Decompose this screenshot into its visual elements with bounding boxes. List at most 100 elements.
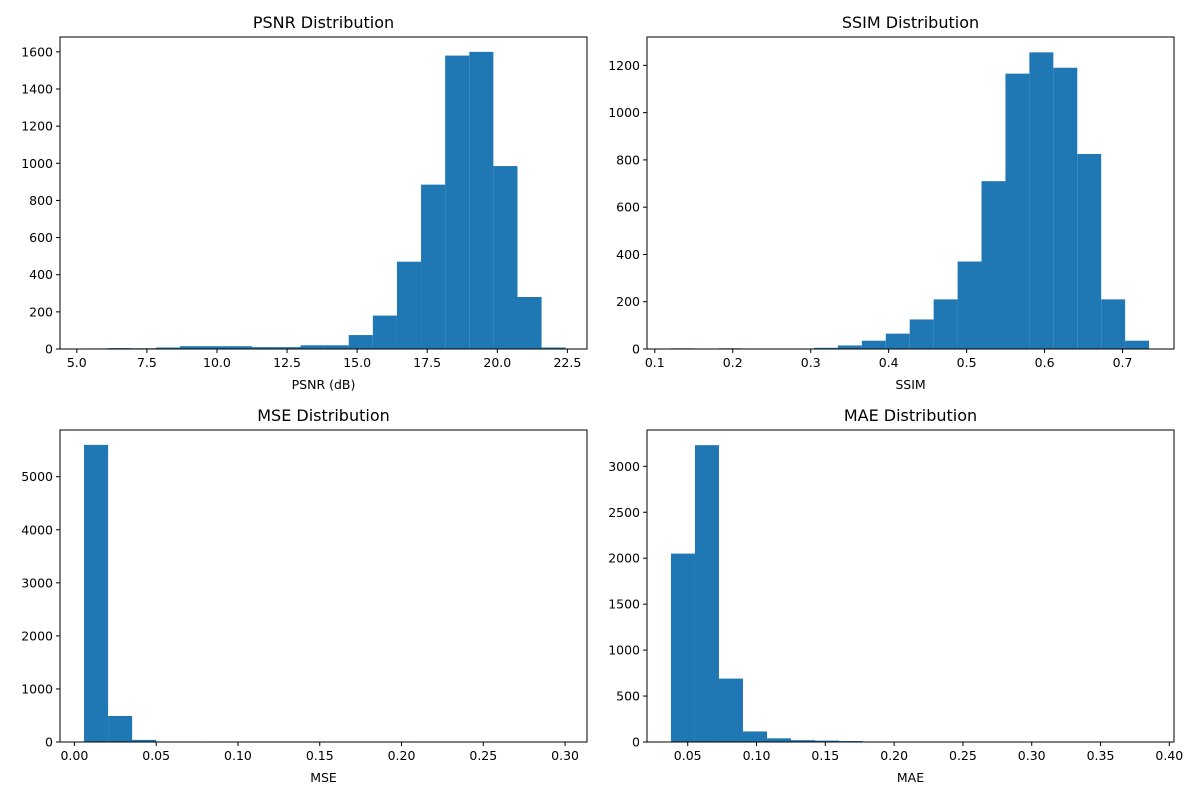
- psnr-xtick-label-4: 15.0: [343, 355, 371, 370]
- psnr-bar-17: [493, 166, 518, 349]
- ssim-histogram: 0.1 0.2 0.3 0.4 0.5 0.6 0.7 0 200 400 600 800 1000 12…: [608, 13, 1175, 392]
- mae-ytick-label-2: 1000: [608, 643, 640, 658]
- mse-xtick-label-0: 0.00: [60, 748, 88, 763]
- psnr-ytick-label-0: 0: [45, 342, 53, 357]
- psnr-bar-4: [179, 346, 205, 349]
- mse-histogram: 0.00 0.05 0.10 0.15 0.20 0.25 0.30 0 1000 2000 300…: [21, 406, 588, 785]
- mse-xtick-label-6: 0.30: [551, 748, 579, 763]
- psnr-bar-18: [517, 297, 542, 349]
- psnr-ytick-label-5: 1000: [21, 156, 53, 171]
- mae-xtick-label-3: 0.20: [880, 748, 908, 763]
- ssim-ytick-label-2: 400: [616, 247, 640, 262]
- mae-ytick-label-3: 1500: [608, 597, 640, 612]
- mse-ytick-label-4: 4000: [21, 522, 53, 537]
- mae-histogram: 0.05 0.10 0.15 0.20 0.25 0.30 0.35 0.40 0 500 1000…: [608, 406, 1183, 785]
- ssim-xtick-label-1: 0.2: [723, 355, 743, 370]
- ssim-bar-12: [957, 261, 982, 349]
- ssim-bar-18: [1101, 299, 1126, 349]
- psnr-bar-13: [396, 261, 422, 349]
- psnr-x-axis-label: PSNR (dB): [292, 377, 356, 392]
- ssim-ytick-label-5: 1000: [608, 105, 640, 120]
- mae-bar-6: [815, 740, 840, 742]
- psnr-bar-8: [276, 347, 301, 349]
- psnr-bar-15: [445, 55, 470, 349]
- mae-axes-frame: [646, 429, 1175, 743]
- ssim-xtick-label-3: 0.4: [879, 355, 899, 370]
- psnr-xtick-label-3: 12.5: [273, 355, 301, 370]
- mae-bar-1: [694, 445, 719, 742]
- mse-x-axis-label: MSE: [310, 770, 337, 785]
- mae-bar-0: [670, 553, 695, 742]
- ssim-bar-10: [909, 319, 934, 349]
- mse-xtick-label-5: 0.25: [469, 748, 497, 763]
- psnr-bar-11: [348, 335, 373, 349]
- ssim-bar-17: [1077, 154, 1102, 349]
- mae-ytick-label-6: 3000: [608, 459, 640, 474]
- mae-ytick-label-4: 2000: [608, 551, 640, 566]
- psnr-ytick-label-1: 200: [29, 304, 53, 319]
- ssim-bar-6: [813, 347, 838, 349]
- ssim-xtick-label-0: 0.1: [645, 355, 665, 370]
- psnr-bar-14: [421, 184, 446, 349]
- ssim-bar-13: [981, 181, 1006, 349]
- mse-xtick-label-1: 0.05: [142, 748, 170, 763]
- ssim-xtick-label-2: 0.3: [801, 355, 821, 370]
- psnr-chart-title: PSNR Distribution: [253, 13, 394, 32]
- ssim-chart-title: SSIM Distribution: [842, 13, 979, 32]
- psnr-xtick-label-5: 17.5: [413, 355, 441, 370]
- mse-ytick-label-1: 1000: [21, 681, 53, 696]
- mae-xtick-label-4: 0.25: [949, 748, 977, 763]
- mse-ytick-label-2: 2000: [21, 628, 53, 643]
- mse-xtick-label-4: 0.20: [388, 748, 416, 763]
- psnr-histogram: 5.0 7.5 10.0 12.5 15.0 17.5 20.0 22.5 0 200 400 600…: [21, 13, 588, 392]
- mse-ytick-label-3: 3000: [21, 575, 53, 590]
- mae-bar-5: [790, 740, 816, 742]
- ssim-bar-9: [885, 333, 910, 349]
- psnr-bar-3: [155, 347, 180, 349]
- mae-ytick-label-0: 0: [632, 735, 640, 750]
- psnr-bar-19: [541, 347, 566, 349]
- mae-chart-title: MAE Distribution: [844, 406, 977, 425]
- mae-x-axis-label: MAE: [897, 770, 924, 785]
- ssim-bar-16: [1053, 67, 1078, 350]
- mae-xtick-label-0: 0.05: [674, 748, 702, 763]
- ssim-bar-8: [861, 340, 886, 349]
- psnr-ytick-label-2: 400: [29, 267, 53, 282]
- psnr-bar-9: [300, 345, 325, 349]
- mse-axes-frame: [59, 429, 588, 743]
- ssim-bar-19: [1125, 340, 1150, 349]
- psnr-xtick-label-7: 22.5: [553, 355, 581, 370]
- ssim-axes-frame: [646, 36, 1175, 350]
- ssim-bar-11: [933, 299, 958, 349]
- mae-ytick-label-1: 500: [616, 689, 640, 704]
- mae-xtick-label-6: 0.35: [1087, 748, 1115, 763]
- mse-bar-0: [84, 444, 109, 742]
- psnr-ytick-label-4: 800: [29, 193, 53, 208]
- psnr-bar-12: [372, 315, 397, 349]
- psnr-ytick-label-7: 1400: [21, 82, 53, 97]
- mse-bar-2: [132, 739, 157, 742]
- ssim-xtick-label-5: 0.6: [1035, 355, 1055, 370]
- mse-ytick-label-0: 0: [45, 735, 53, 750]
- psnr-bar-16: [469, 51, 494, 349]
- ssim-xtick-label-6: 0.7: [1113, 355, 1133, 370]
- mse-xtick-label-3: 0.15: [306, 748, 334, 763]
- mae-xtick-label-2: 0.15: [811, 748, 839, 763]
- ssim-ytick-label-6: 1200: [608, 58, 640, 73]
- mae-bar-4: [766, 738, 791, 742]
- psnr-ytick-label-8: 1600: [21, 44, 53, 59]
- psnr-ytick-label-3: 600: [29, 230, 53, 245]
- psnr-bar-6: [228, 346, 253, 349]
- psnr-xtick-label-1: 7.5: [137, 355, 157, 370]
- ssim-bar-14: [1005, 73, 1030, 350]
- psnr-ytick-label-6: 1200: [21, 119, 53, 134]
- psnr-xtick-label-6: 20.0: [483, 355, 511, 370]
- psnr-xtick-label-2: 10.0: [203, 355, 231, 370]
- psnr-bar-7: [252, 347, 277, 349]
- ssim-ytick-label-1: 200: [616, 294, 640, 309]
- psnr-bar-10: [324, 345, 349, 349]
- ssim-bar-7: [837, 345, 862, 349]
- psnr-xtick-label-0: 5.0: [67, 355, 87, 370]
- mse-xtick-label-2: 0.10: [224, 748, 252, 763]
